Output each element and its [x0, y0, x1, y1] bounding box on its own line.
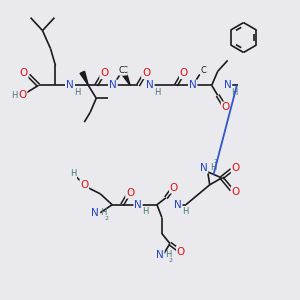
Text: O: O	[232, 163, 240, 173]
Text: H: H	[100, 208, 106, 217]
Text: H: H	[165, 250, 171, 259]
Text: C: C	[121, 66, 127, 75]
Text: H: H	[154, 88, 160, 97]
Text: H: H	[231, 88, 238, 97]
Text: H: H	[11, 91, 18, 100]
Text: N: N	[224, 80, 232, 90]
Text: C: C	[118, 66, 124, 75]
Polygon shape	[122, 72, 130, 85]
Text: N: N	[134, 200, 142, 210]
Text: 2: 2	[169, 258, 173, 263]
Text: O: O	[19, 90, 27, 100]
Text: O: O	[80, 180, 88, 190]
Text: O: O	[221, 102, 230, 112]
Text: O: O	[232, 187, 240, 197]
Text: H: H	[74, 88, 80, 97]
Text: 2: 2	[104, 216, 108, 221]
Text: N: N	[189, 80, 197, 90]
Text: N: N	[156, 250, 164, 260]
Text: O: O	[177, 247, 185, 256]
Text: O: O	[170, 183, 178, 193]
Text: 2: 2	[214, 159, 218, 164]
Text: N: N	[146, 80, 154, 90]
Text: H: H	[70, 169, 76, 178]
Text: N: N	[92, 208, 99, 218]
Text: N: N	[174, 200, 182, 210]
Text: O: O	[180, 68, 188, 78]
Text: C: C	[201, 66, 207, 75]
Text: O: O	[20, 68, 28, 78]
Text: H: H	[182, 207, 188, 216]
Text: H: H	[142, 207, 148, 216]
Text: O: O	[100, 68, 108, 78]
Text: O: O	[142, 68, 150, 78]
Text: H: H	[210, 164, 216, 172]
Text: O: O	[126, 188, 134, 198]
Polygon shape	[80, 71, 88, 85]
Text: N: N	[109, 80, 117, 90]
Text: N: N	[67, 80, 74, 90]
Text: N: N	[200, 163, 208, 173]
